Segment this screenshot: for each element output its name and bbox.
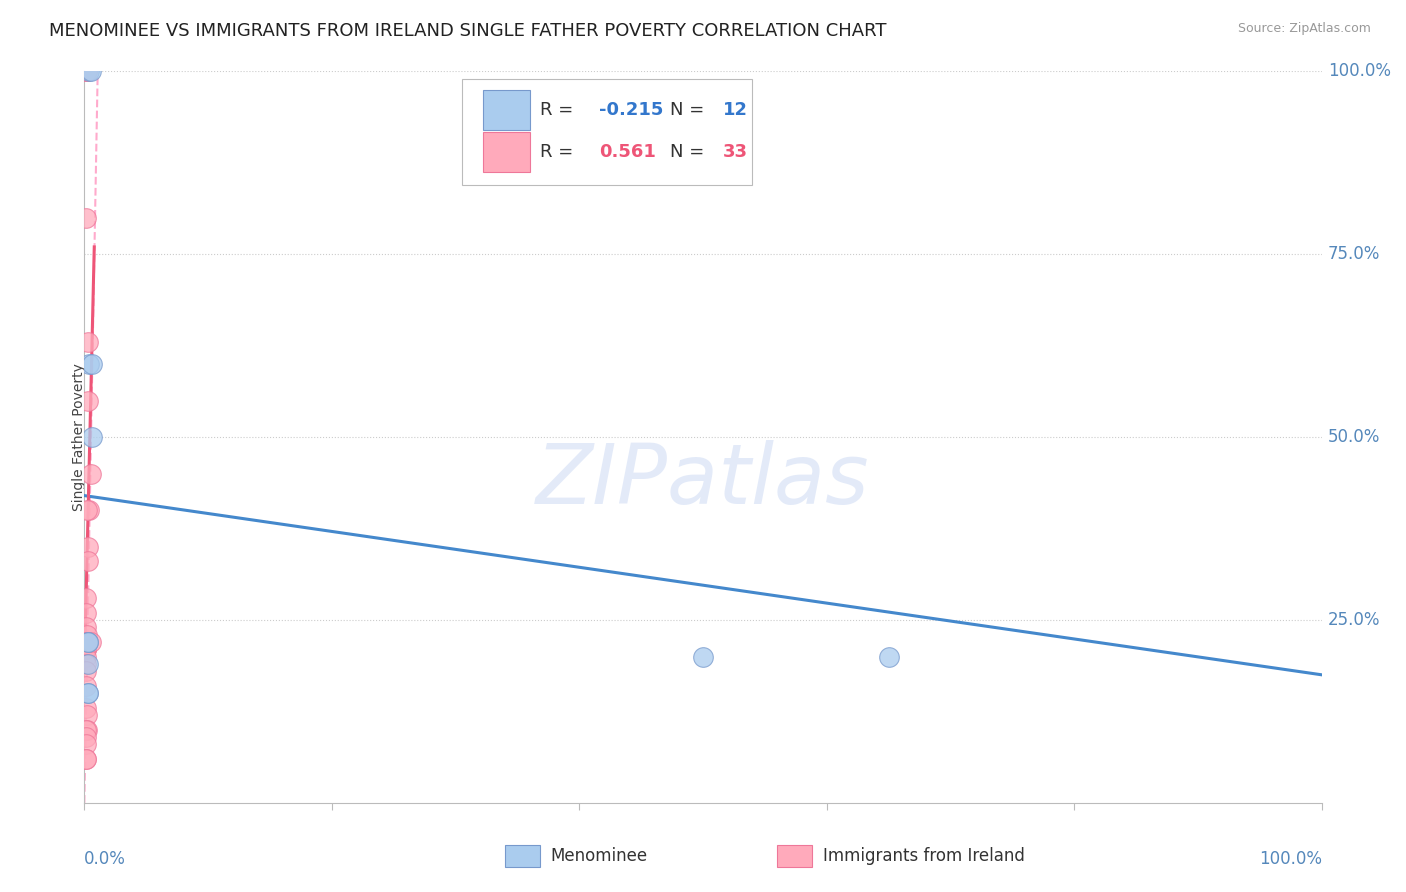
- Point: [75, 642, 97, 657]
- Point: [75, 737, 97, 751]
- Point: [80, 430, 103, 444]
- Point: [76, 64, 98, 78]
- Point: [75, 211, 97, 225]
- Y-axis label: Single Father Poverty: Single Father Poverty: [72, 363, 86, 511]
- Point: [75, 635, 97, 649]
- Point: [75, 664, 97, 678]
- Point: [75, 657, 97, 671]
- Point: [79, 503, 101, 517]
- Text: 25.0%: 25.0%: [1327, 611, 1381, 629]
- Point: [79, 635, 101, 649]
- Point: [75, 752, 97, 766]
- Bar: [482, 90, 530, 130]
- Point: [76, 627, 98, 641]
- Point: [77, 635, 100, 649]
- Text: Menominee: Menominee: [551, 847, 648, 865]
- Text: 50.0%: 50.0%: [1327, 428, 1381, 446]
- Text: 0.0%: 0.0%: [84, 850, 127, 868]
- Point: [76, 503, 98, 517]
- Text: N =: N =: [669, 143, 710, 161]
- Text: -0.215: -0.215: [599, 101, 664, 120]
- Point: [75, 649, 97, 664]
- Point: [79, 467, 101, 481]
- Point: [75, 620, 97, 634]
- Point: [77, 393, 100, 408]
- Point: [75, 730, 97, 744]
- Text: R =: R =: [540, 101, 579, 120]
- Point: [75, 752, 97, 766]
- Text: R =: R =: [540, 143, 579, 161]
- Bar: [482, 132, 530, 172]
- Text: 33: 33: [723, 143, 748, 161]
- Point: [77, 554, 100, 568]
- Text: 100.0%: 100.0%: [1258, 850, 1322, 868]
- Point: [75, 700, 97, 714]
- Point: [79, 357, 101, 371]
- Bar: [505, 846, 540, 867]
- Text: MENOMINEE VS IMMIGRANTS FROM IRELAND SINGLE FATHER POVERTY CORRELATION CHART: MENOMINEE VS IMMIGRANTS FROM IRELAND SIN…: [49, 22, 887, 40]
- FancyBboxPatch shape: [461, 78, 752, 185]
- Point: [77, 686, 100, 700]
- Point: [75, 64, 97, 78]
- Text: 0.561: 0.561: [599, 143, 657, 161]
- Point: [77, 334, 100, 349]
- Point: [77, 657, 100, 671]
- Text: 12: 12: [723, 101, 748, 120]
- Point: [79, 64, 101, 78]
- Text: 75.0%: 75.0%: [1327, 245, 1381, 263]
- Point: [76, 64, 98, 78]
- Text: ZIPatlas: ZIPatlas: [536, 441, 870, 522]
- Text: N =: N =: [669, 101, 710, 120]
- Point: [77, 540, 100, 554]
- Point: [75, 679, 97, 693]
- Point: [76, 723, 98, 737]
- Text: 100.0%: 100.0%: [1327, 62, 1391, 80]
- Point: [75, 635, 97, 649]
- Bar: [778, 846, 811, 867]
- Point: [76, 708, 98, 723]
- Point: [877, 649, 900, 664]
- Point: [692, 649, 714, 664]
- Point: [75, 606, 97, 620]
- Text: Source: ZipAtlas.com: Source: ZipAtlas.com: [1237, 22, 1371, 36]
- Point: [75, 591, 97, 605]
- Point: [77, 635, 100, 649]
- Point: [79, 64, 101, 78]
- Point: [75, 723, 97, 737]
- Text: Immigrants from Ireland: Immigrants from Ireland: [823, 847, 1025, 865]
- Point: [75, 642, 97, 657]
- Point: [80, 357, 103, 371]
- Point: [75, 642, 97, 657]
- Point: [77, 686, 100, 700]
